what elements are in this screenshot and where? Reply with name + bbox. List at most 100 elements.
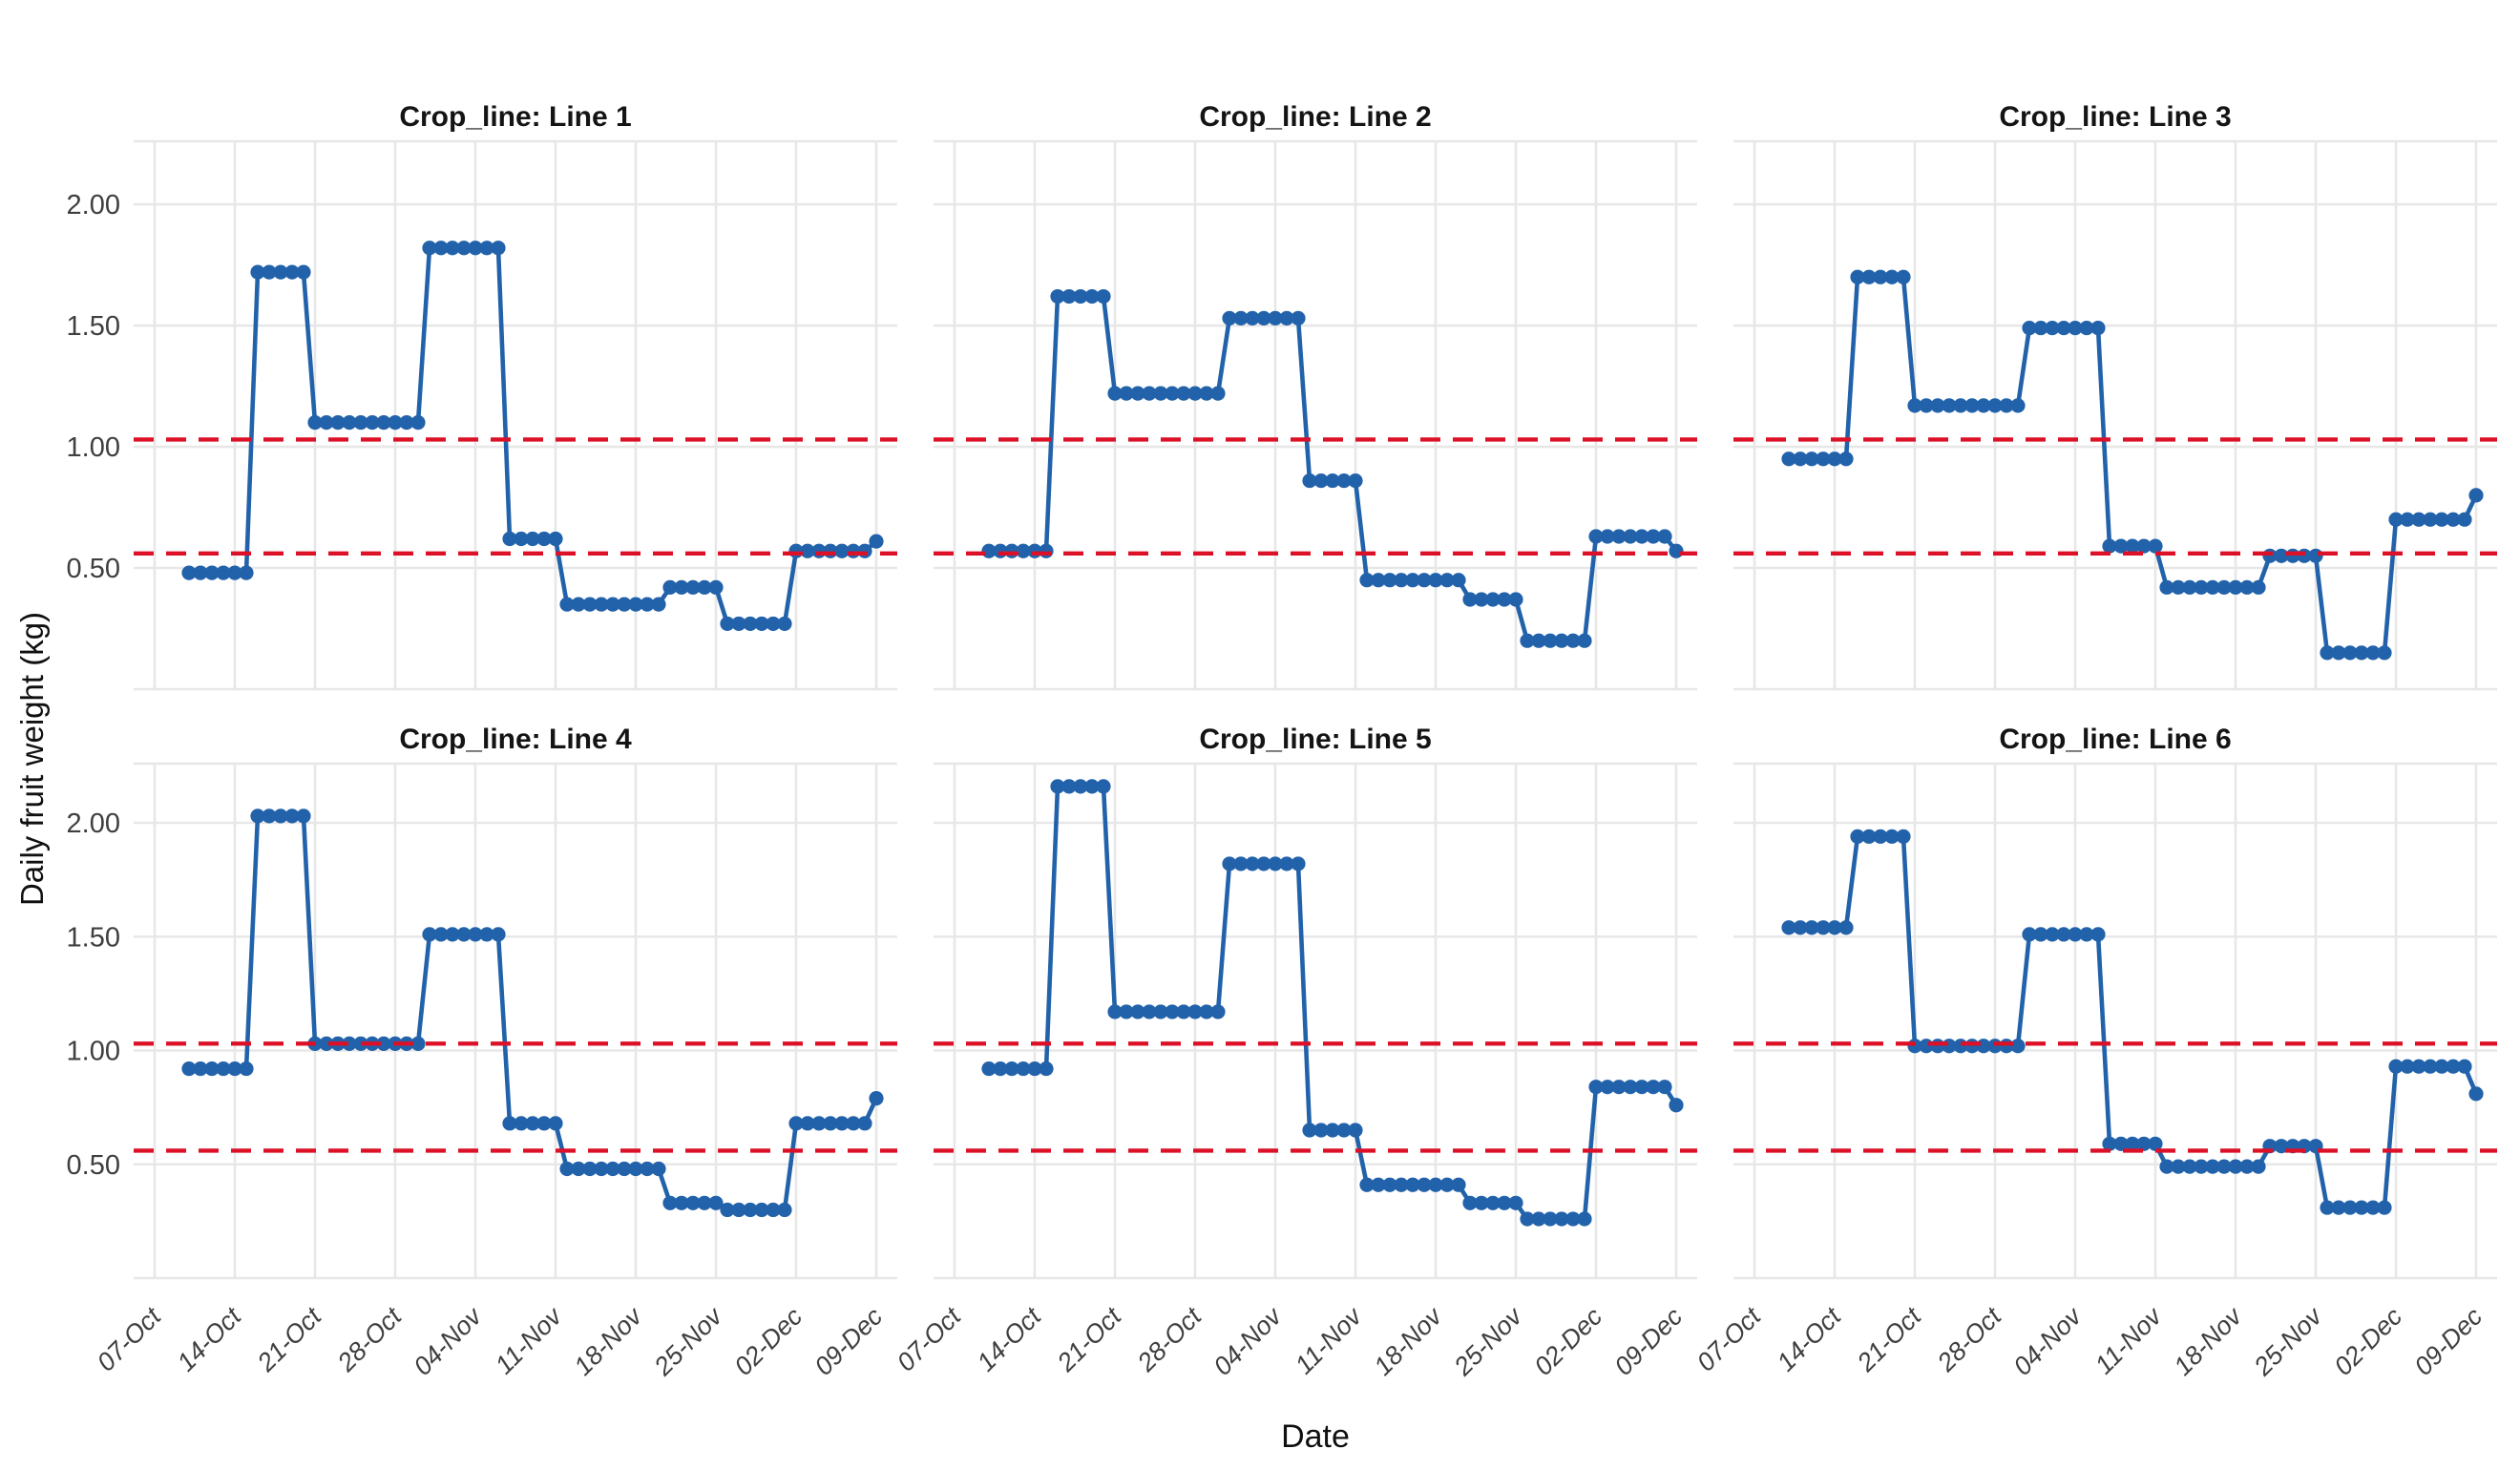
data-point [1508,592,1523,607]
data-point [2205,579,2220,595]
data-point [2045,320,2060,336]
y-axis-title: Daily fruit weight (kg) [14,611,50,907]
data-point [1027,1060,1042,1077]
data-point [2434,512,2449,527]
data-point [2136,538,2152,554]
data-point [1107,386,1123,401]
data-point [731,616,746,632]
data-point [1873,269,1888,284]
data-point [800,1116,815,1131]
data-point [1199,1004,1214,1019]
data-point [1153,1004,1168,1019]
data-point [2010,1039,2026,1054]
data-point [754,1202,769,1218]
data-point [571,597,586,612]
data-point [536,531,552,547]
data-point [1451,1177,1466,1192]
data-point [1142,386,1157,401]
data-point [1165,1004,1180,1019]
x-tick-label: 04-Nov [1208,1301,1288,1381]
data-point [1336,1123,1352,1138]
data-point [2239,1159,2255,1174]
data-point [777,1202,792,1218]
data-point [1497,1195,1512,1210]
data-point [1793,920,1808,935]
facet-panel-1: Crop_line: Line 1 0.50 1.00 1.50 2.00 [67,101,897,691]
data-point [1222,856,1237,872]
data-point [1919,398,1934,413]
data-point [525,531,540,547]
data-point [1336,472,1352,489]
data-point [1153,386,1168,401]
data-point [2033,927,2048,942]
data-point [1084,288,1100,304]
data-point [1827,920,1842,935]
data-point [1657,529,1672,544]
x-tick-label: 11-Nov [2090,1301,2168,1379]
y-tick-label: 1.50 [67,311,120,342]
x-tick-label: 25-Nov [1448,1301,1529,1382]
data-point [582,1161,598,1177]
x-tick-label: 04-Nov [2007,1301,2088,1381]
data-point [468,927,483,942]
data-point [296,264,311,280]
data-point [651,597,666,612]
data-point [1531,633,1546,648]
x-tick-label: 14-Oct [172,1301,248,1377]
data-point [1600,529,1615,544]
data-point [1016,1060,1031,1077]
data-point [2446,1059,2461,1074]
data-point [548,531,563,547]
data-point [193,565,208,580]
data-point [2251,1159,2266,1174]
data-point [410,415,426,430]
x-tick-label: 07-Oct [892,1301,968,1377]
data-point [181,1060,197,1077]
data-point [1838,920,1854,935]
series-line [1786,274,2479,656]
data-point [1565,1211,1581,1227]
data-point [342,1036,357,1051]
x-tick-label: 21-Oct [251,1301,327,1377]
data-point [1039,1060,1054,1077]
data-point [1371,1177,1386,1192]
x-tick-label: 28-Oct [1931,1301,2007,1377]
data-point [1485,1195,1501,1210]
data-point [1359,1177,1375,1192]
y-tick-label: 1.00 [67,1037,120,1067]
data-point [1405,573,1420,588]
data-point [342,415,357,430]
data-point [1176,386,1191,401]
data-point [273,264,288,280]
data-point [1233,310,1249,326]
data-point [1838,452,1854,467]
facet-title: Crop_line: Line 1 [399,101,631,133]
data-point [2377,1200,2392,1215]
data-point [1623,529,1638,544]
data-point [1781,452,1796,467]
data-point [2045,927,2060,942]
data-point [1313,1123,1329,1138]
data-point [1210,1004,1226,1019]
data-point [2079,927,2094,942]
data-point [708,1195,724,1210]
data-point [743,616,758,632]
x-tick-label: 11-Nov [1290,1301,1368,1379]
data-point [1850,269,1865,284]
data-point [1816,452,1831,467]
data-point [823,1116,838,1131]
data-point [262,808,277,824]
data-point [2194,579,2209,595]
data-point [2400,512,2415,527]
data-point [2228,1159,2243,1174]
data-point [1634,1080,1649,1095]
data-point [525,1116,540,1131]
data-point [2411,1059,2426,1074]
data-point [1861,829,1877,844]
data-point [1245,856,1260,872]
data-point [2308,548,2323,563]
data-point [2423,512,2438,527]
data-point [993,1060,1008,1077]
data-point [433,927,449,942]
